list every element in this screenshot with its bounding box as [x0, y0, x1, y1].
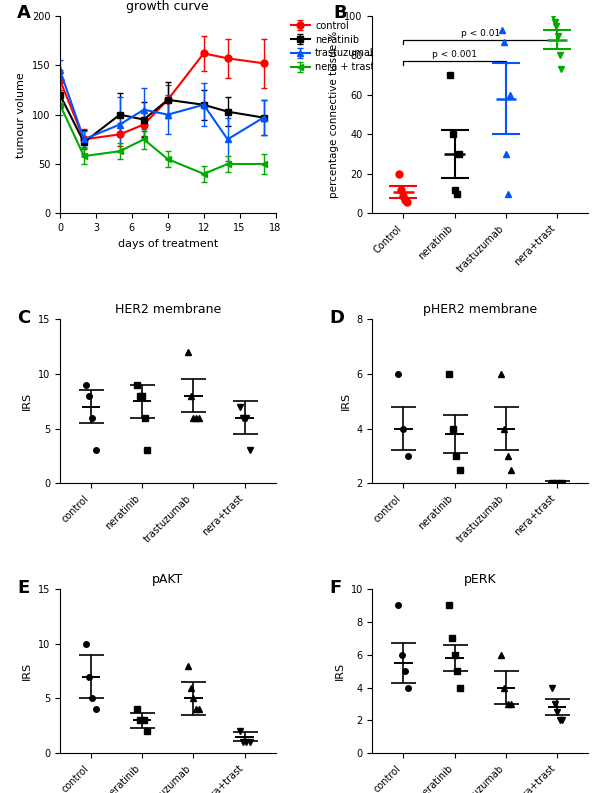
- X-axis label: days of treatment: days of treatment: [118, 239, 218, 249]
- Y-axis label: IRS: IRS: [22, 662, 32, 680]
- Y-axis label: IRS: IRS: [22, 392, 32, 410]
- Title: pHER2 membrane: pHER2 membrane: [423, 303, 538, 316]
- Title: pERK: pERK: [464, 573, 497, 586]
- Text: B: B: [334, 4, 347, 22]
- Text: p < 0.01: p < 0.01: [461, 29, 500, 37]
- Y-axis label: IRS: IRS: [341, 392, 351, 410]
- Legend: control, neratinib, trastuzumab, nera + trast: control, neratinib, trastuzumab, nera + …: [287, 17, 381, 76]
- Y-axis label: IRS: IRS: [335, 662, 345, 680]
- Text: C: C: [17, 309, 30, 327]
- Text: D: D: [329, 309, 344, 327]
- Y-axis label: percentage connective tissue %: percentage connective tissue %: [329, 31, 339, 198]
- Y-axis label: tumour volume: tumour volume: [16, 71, 26, 158]
- Text: F: F: [329, 579, 341, 597]
- Title: HER2 membrane: HER2 membrane: [115, 303, 221, 316]
- Title: growth curve: growth curve: [127, 0, 209, 13]
- Text: p < 0.001: p < 0.001: [432, 50, 477, 59]
- Text: E: E: [17, 579, 29, 597]
- Title: pAKT: pAKT: [152, 573, 184, 586]
- Text: A: A: [17, 4, 31, 22]
